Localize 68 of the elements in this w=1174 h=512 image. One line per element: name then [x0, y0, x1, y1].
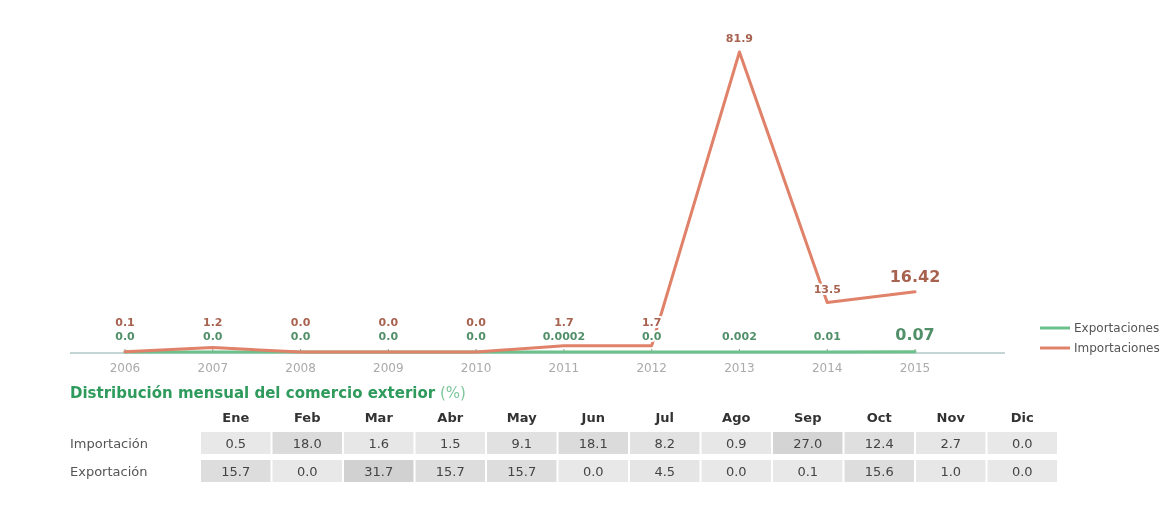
x-tick-label: 2013 — [724, 361, 755, 375]
data-label: 16.42 — [889, 266, 941, 286]
data-label: 0.0 — [203, 330, 223, 343]
x-tick-label: May — [506, 410, 538, 425]
legend-label: Importaciones — [1074, 341, 1160, 355]
data-label: 1.7 — [554, 316, 574, 329]
x-tick-label: Ago — [722, 410, 751, 425]
data-label: 8.2 — [654, 436, 676, 451]
x-tick-label: Nov — [936, 410, 966, 425]
x-tick-label: 2014 — [811, 361, 843, 375]
data-label: 0.0002 — [542, 330, 586, 343]
x-tick-label: Feb — [294, 410, 321, 425]
data-label: 15.7 — [507, 464, 537, 479]
data-label: 0.0 — [378, 330, 399, 343]
x-tick-label: Oct — [866, 410, 892, 425]
x-tick-label: 2007 — [197, 361, 229, 375]
data-label: 0.002 — [722, 330, 757, 343]
x-tick-label: 2009 — [373, 361, 404, 375]
data-label: 0.07 — [895, 325, 935, 344]
data-label: 1.0 — [940, 464, 962, 479]
data-label: 18.1 — [578, 436, 608, 451]
x-tick-label: Jun — [580, 410, 605, 425]
data-label: 1.5 — [439, 436, 461, 451]
data-label: 0.0 — [725, 464, 747, 479]
x-tick-label: 2010 — [460, 361, 492, 375]
x-tick-label: 2015 — [899, 361, 931, 375]
data-label: 15.7 — [221, 464, 251, 479]
data-label: 27.0 — [793, 436, 823, 451]
legend-label: Exportaciones — [1074, 321, 1160, 335]
data-label: 81.9 — [725, 32, 754, 45]
data-label: 31.7 — [364, 464, 394, 479]
data-label: 0.0 — [1011, 464, 1033, 479]
data-label: 0.5 — [225, 436, 247, 451]
y-tick-label: Exportación — [70, 464, 148, 479]
data-label: 0.0 — [582, 464, 604, 479]
data-label: 0.0 — [296, 464, 318, 479]
x-tick-label: Sep — [794, 410, 822, 425]
data-label: 0.9 — [725, 436, 747, 451]
data-label: 1.2 — [203, 316, 223, 329]
data-label: 0.0 — [1011, 436, 1033, 451]
x-tick-label: Abr — [437, 410, 464, 425]
data-label: 0.0 — [466, 316, 487, 329]
x-tick-label: 2011 — [548, 361, 580, 375]
data-label: 0.0 — [466, 330, 487, 343]
data-label: 15.6 — [864, 464, 894, 479]
chart-title: Distribución mensual del comercio exterior (%) — [70, 384, 466, 402]
data-label: 0.1 — [797, 464, 819, 479]
data-label: 0.0 — [378, 316, 399, 329]
data-label: 0.0 — [290, 330, 311, 343]
data-label: 9.1 — [511, 436, 533, 451]
data-label: 0.0 — [115, 330, 136, 343]
data-label: 0.0 — [290, 316, 311, 329]
data-label: 4.5 — [654, 464, 676, 479]
data-label: 1.6 — [368, 436, 390, 451]
x-tick-label: Mar — [364, 410, 394, 425]
x-tick-label: 2008 — [285, 361, 316, 375]
x-tick-label: 2006 — [109, 361, 141, 375]
data-label: 15.7 — [435, 464, 465, 479]
x-tick-label: Jul — [654, 410, 675, 425]
x-tick-label: Dic — [1010, 410, 1034, 425]
data-label: 2.7 — [940, 436, 962, 451]
y-tick-label: Importación — [70, 436, 149, 451]
x-tick-label: Ene — [222, 410, 250, 425]
data-label: 0.1 — [115, 316, 135, 329]
x-tick-label: 2012 — [636, 361, 667, 375]
data-label: 18.0 — [292, 436, 322, 451]
data-label: 12.4 — [864, 436, 894, 451]
data-label: 0.01 — [813, 330, 841, 343]
